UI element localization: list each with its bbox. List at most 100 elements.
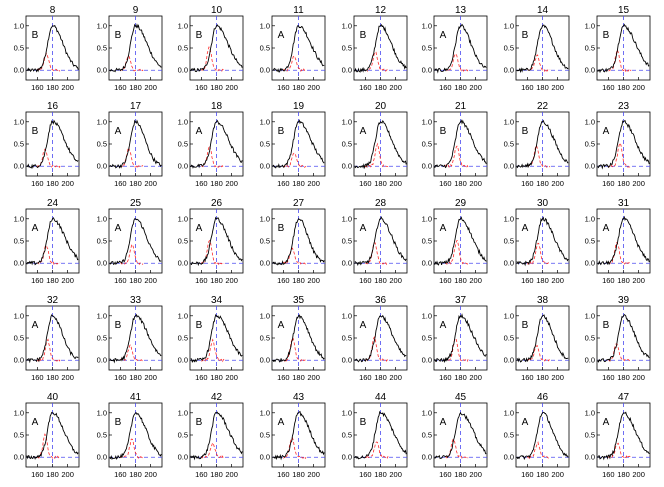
y-tick-label: 0.5	[260, 237, 270, 246]
profile-series	[354, 314, 407, 363]
y-tick-label: 1.0	[178, 311, 188, 320]
panel-title: 30	[537, 198, 549, 209]
y-tick-label: 1.0	[260, 21, 270, 30]
y-tick-label: 0.0	[504, 453, 514, 462]
panel-25: 25 A 0.0 0.5 1.0 160 180 200	[97, 198, 163, 285]
panel-title: 14	[537, 5, 549, 16]
x-tick-label: 200	[389, 470, 402, 479]
x-tick-label: 160	[31, 179, 44, 188]
panel-title: 12	[375, 5, 387, 16]
component-series	[527, 344, 551, 362]
x-tick-label: 160	[439, 373, 452, 382]
y-tick-label: 0.5	[585, 431, 595, 440]
x-tick-label: 160	[602, 179, 615, 188]
y-tick-label: 0.5	[97, 431, 107, 440]
y-tick-label: 0.5	[178, 334, 188, 343]
x-tick-label: 180	[129, 470, 142, 479]
y-tick-label: 1.0	[178, 214, 188, 223]
y-tick-label: 1.0	[585, 408, 595, 417]
x-tick-label: 180	[292, 276, 305, 285]
y-tick-label: 0.5	[504, 237, 514, 246]
panel-class-label: A	[603, 126, 610, 137]
panel-36: 36 A 0.0 0.5 1.0 160 180 200	[342, 295, 408, 382]
y-tick-label: 0.0	[342, 356, 352, 365]
panel-class-label: B	[360, 30, 367, 41]
x-tick-label: 160	[439, 276, 452, 285]
panel-title: 38	[537, 295, 549, 306]
x-tick-label: 160	[31, 83, 44, 92]
component-series	[445, 438, 469, 459]
y-tick-label: 0.0	[14, 453, 24, 462]
x-tick-label: 180	[292, 373, 305, 382]
x-tick-label: 200	[61, 83, 74, 92]
panel-class-label: A	[196, 126, 203, 137]
panel-40: 40 A 0.0 0.5 1.0 160 180 200	[14, 392, 80, 479]
y-tick-label: 0.5	[342, 431, 352, 440]
component-series	[201, 441, 225, 459]
panel-title: 20	[375, 101, 387, 112]
x-tick-label: 180	[454, 179, 467, 188]
x-tick-label: 160	[195, 83, 208, 92]
x-tick-label: 180	[129, 83, 142, 92]
profile-series	[272, 25, 325, 73]
panel-class-label: B	[360, 417, 367, 428]
y-tick-label: 0.0	[14, 356, 24, 365]
x-tick-label: 160	[359, 179, 372, 188]
y-tick-label: 1.0	[504, 117, 514, 126]
y-tick-label: 0.0	[422, 162, 432, 171]
x-tick-label: 160	[195, 276, 208, 285]
y-tick-label: 0.0	[260, 356, 270, 365]
x-tick-label: 160	[521, 179, 534, 188]
x-tick-label: 180	[617, 373, 630, 382]
y-tick-label: 0.5	[585, 44, 595, 53]
panel-class-label: B	[115, 417, 122, 428]
x-tick-label: 200	[144, 373, 157, 382]
x-tick-label: 180	[454, 83, 467, 92]
x-tick-label: 200	[551, 373, 564, 382]
y-tick-label: 0.0	[504, 162, 514, 171]
y-tick-label: 1.0	[504, 311, 514, 320]
y-tick-label: 0.5	[422, 431, 432, 440]
panel-47: 47 A 0.0 0.5 1.0 160 180 200	[585, 392, 651, 479]
x-tick-label: 200	[307, 373, 320, 382]
profile-series	[190, 216, 243, 267]
x-tick-label: 200	[61, 470, 74, 479]
y-tick-label: 1.0	[14, 117, 24, 126]
x-tick-label: 200	[389, 373, 402, 382]
profile-series	[434, 23, 487, 74]
panel-title: 44	[375, 392, 387, 403]
panel-class-label: B	[522, 30, 529, 41]
x-tick-label: 200	[144, 83, 157, 92]
component-series	[365, 441, 389, 460]
x-tick-label: 180	[374, 470, 387, 479]
panel-15: 15 B 0.0 0.5 1.0 160 180 200	[585, 5, 651, 92]
y-tick-label: 0.0	[585, 66, 595, 75]
x-tick-label: 200	[144, 179, 157, 188]
panel-title: 34	[211, 295, 223, 306]
component-series	[445, 338, 469, 362]
panel-title: 39	[618, 295, 630, 306]
panel-17: 17 A 0.0 0.5 1.0 160 180 200	[97, 101, 163, 188]
profile-series	[109, 218, 162, 265]
panel-class-label: A	[32, 223, 39, 234]
y-tick-label: 1.0	[422, 117, 432, 126]
y-tick-label: 0.5	[178, 237, 188, 246]
x-tick-label: 200	[61, 179, 74, 188]
y-tick-label: 0.5	[14, 334, 24, 343]
y-tick-label: 0.5	[14, 431, 24, 440]
x-tick-label: 180	[292, 470, 305, 479]
x-tick-label: 200	[307, 179, 320, 188]
panel-title: 33	[130, 295, 142, 306]
y-tick-label: 1.0	[342, 117, 352, 126]
component-series	[120, 146, 144, 168]
panel-41: 41 B 0.0 0.5 1.0 160 180 200	[97, 392, 163, 479]
x-tick-label: 200	[551, 179, 564, 188]
x-tick-label: 180	[210, 373, 223, 382]
x-tick-label: 160	[195, 470, 208, 479]
component-series	[527, 144, 551, 168]
panel-class-label: B	[32, 30, 39, 41]
x-tick-label: 200	[61, 276, 74, 285]
panel-27: 27 B 0.0 0.5 1.0 160 180 200	[260, 198, 326, 285]
panel-20: 20 A 0.0 0.5 1.0 160 180 200	[342, 101, 408, 188]
